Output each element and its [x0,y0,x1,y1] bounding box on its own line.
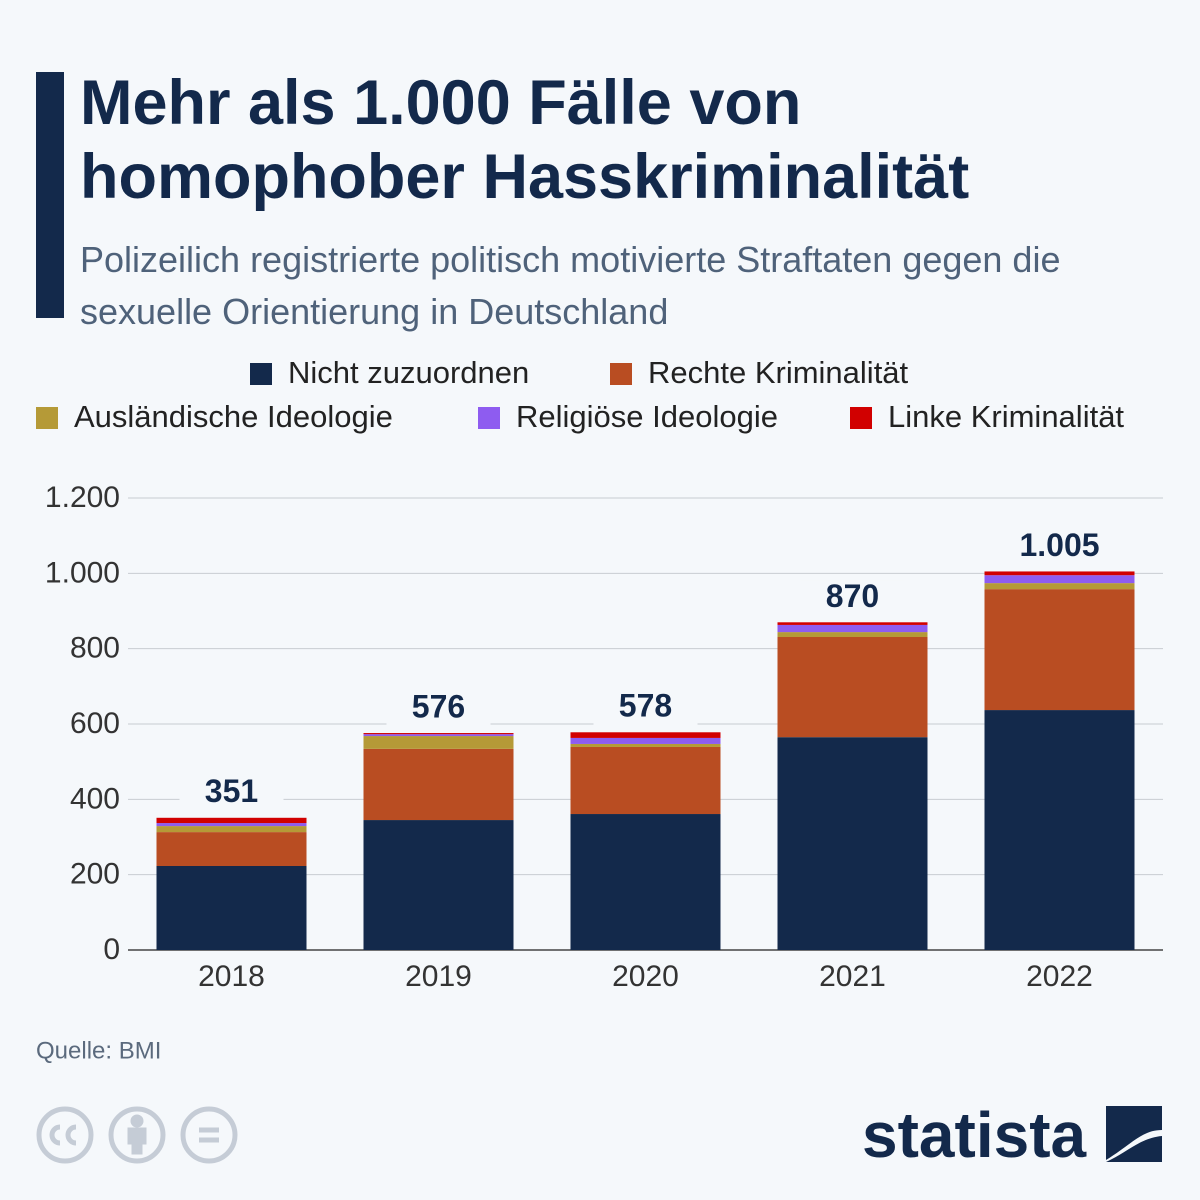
legend-label: Religiöse Ideologie [516,399,778,434]
brand-icon [1106,1106,1162,1162]
bar-segment [570,737,721,744]
bar-segment [984,589,1135,711]
legend-label: Rechte Kriminalität [648,355,909,390]
total-label: 1.005 [1019,527,1099,563]
bar-segment [984,571,1135,576]
cc-icons [36,1106,238,1164]
accent-bar [36,72,64,318]
bar-segment [363,820,514,950]
total-label-bg [179,775,284,812]
total-label-bg [593,690,698,727]
bar-segment [363,733,514,735]
x-tick-label: 2022 [1026,960,1093,993]
icon [180,1106,238,1164]
legend-swatch [850,407,872,429]
y-tick-label: 800 [70,632,120,665]
y-tick-label: 0 [103,933,120,966]
y-tick-label: 200 [70,858,120,891]
legend-swatch [36,407,58,429]
brand: statista [862,1099,1087,1171]
total-label: 576 [412,688,465,724]
bar-segment [363,748,514,821]
total-label-bg [800,580,905,617]
chart-title: Mehr als 1.000 Fälle von homophober Hass… [80,68,970,212]
icon [130,1114,144,1128]
bar-segment [570,743,721,747]
bar-segment [156,832,307,867]
bar-segment [363,736,514,749]
y-tick-label: 1.000 [45,556,120,589]
icon [49,1124,77,1146]
total-label: 578 [619,688,672,724]
y-tick-label: 600 [70,707,120,740]
bar-segment [984,583,1135,590]
icon [36,1106,94,1164]
total-label-bg [386,691,491,728]
y-tick-label: 1.200 [45,481,120,514]
bar-segment [777,636,928,738]
chart-subtitle: Polizeilich registrierte politisch motiv… [80,239,1061,332]
total-label: 351 [205,773,258,809]
x-tick-label: 2019 [405,960,472,993]
legend-label: Linke Kriminalität [888,399,1124,434]
x-tick-label: 2018 [198,960,265,993]
legend-swatch [610,363,632,385]
bar-segment [777,624,928,633]
x-tick-label: 2021 [819,960,886,993]
legend-label: Ausländische Ideologie [74,399,393,434]
bar-segment [570,814,721,950]
bar-segment [570,746,721,815]
bar-segment [156,823,307,827]
bar-segment [156,826,307,833]
source: Quelle: BMI [36,1037,161,1064]
total-label-bg [1007,529,1112,566]
y-tick-label: 400 [70,782,120,815]
bar-segment [984,575,1135,584]
legend-swatch [478,407,500,429]
icon [199,1127,219,1143]
bar-segment [156,866,307,950]
legend-swatch [250,363,272,385]
icon [127,1127,147,1155]
bar-segment [777,737,928,950]
total-label: 870 [826,578,879,614]
bar-segment [777,632,928,637]
bar-segment [984,710,1135,950]
legend-label: Nicht zuzuordnen [288,355,529,390]
bar-segment [156,817,307,824]
icon [108,1106,166,1164]
x-tick-label: 2020 [612,960,679,993]
bar-segment [777,622,928,625]
bar-segment [363,734,514,737]
bar-segment [570,732,721,738]
